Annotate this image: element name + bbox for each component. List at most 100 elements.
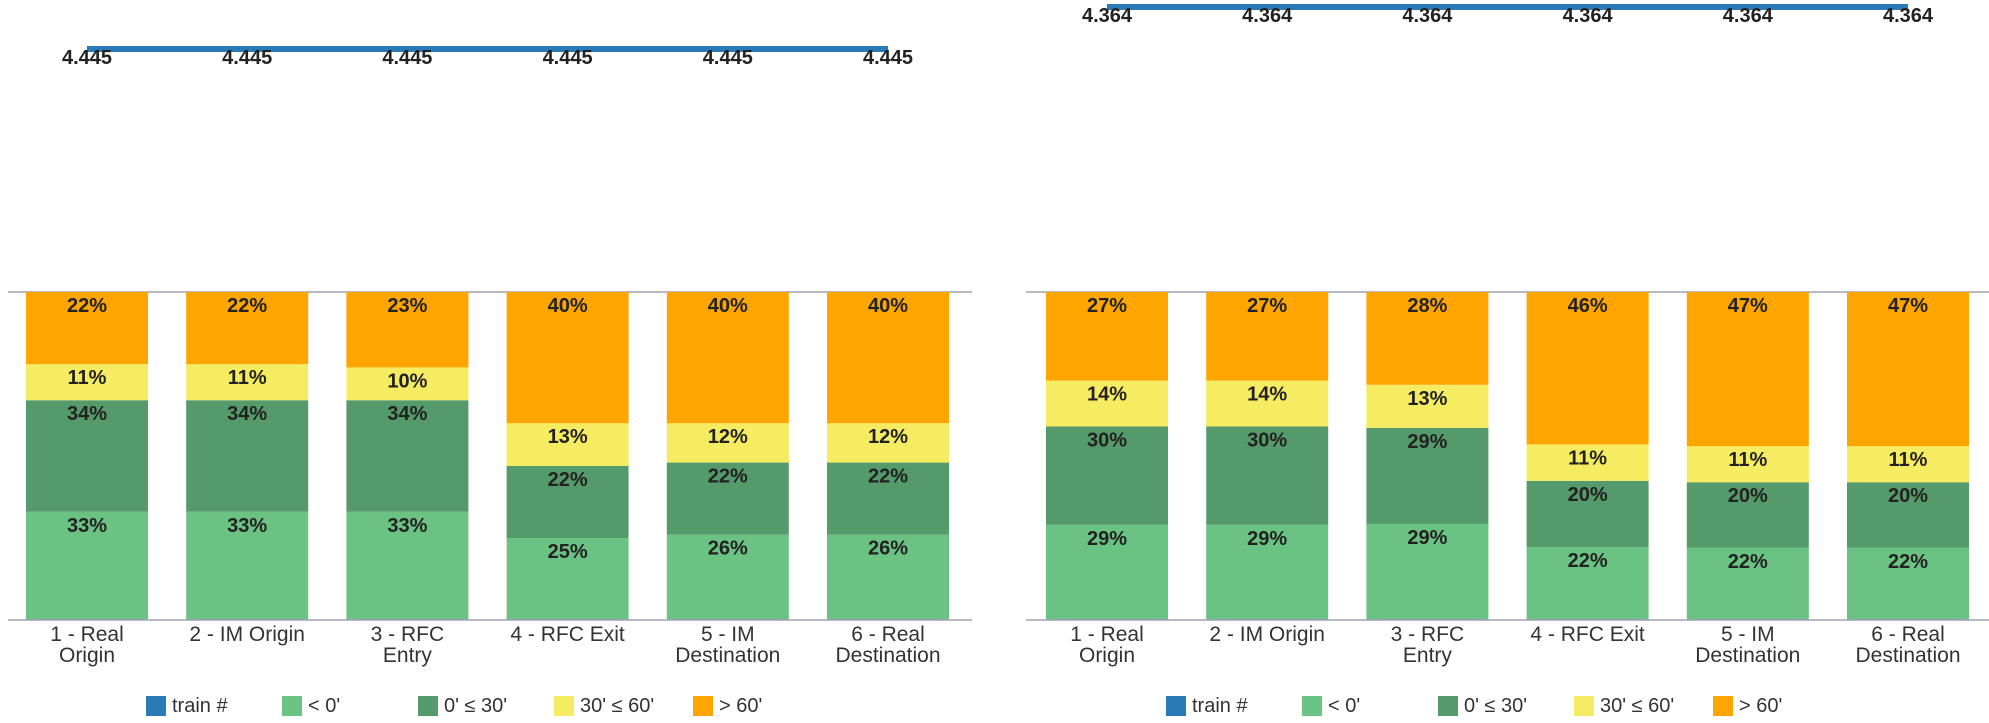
legend-swatch [1713, 696, 1733, 716]
data-label: 27% [1087, 295, 1127, 317]
data-label: 12% [868, 426, 908, 448]
data-label: 29% [1247, 528, 1287, 550]
data-label: 29% [1407, 527, 1447, 549]
legend-swatch [282, 696, 302, 716]
bar-segment [1847, 547, 1969, 620]
legend-swatch [146, 696, 166, 716]
data-label: 47% [1728, 295, 1768, 317]
bar-segment [666, 534, 789, 620]
category-label: 2 - IM Origin [189, 623, 305, 646]
data-label: 28% [1407, 295, 1447, 317]
bar-segment [346, 511, 469, 620]
data-label: 33% [227, 515, 267, 537]
legend-item: < 0' [1302, 694, 1360, 718]
category-label: 1 - Real [1070, 623, 1144, 646]
category-label: 4 - RFC Exit [510, 623, 625, 646]
train-value-label: 4.364 [1082, 5, 1133, 27]
bar-segment [1686, 292, 1809, 447]
train-value-label: 4.445 [62, 47, 112, 69]
bar-segment [666, 462, 789, 535]
legend-item: 0' ≤ 30' [418, 694, 507, 718]
bar-segment [506, 465, 629, 538]
legend-item: > 60' [693, 694, 762, 718]
category-label: 2 - IM Origin [1209, 623, 1325, 646]
data-label: 25% [548, 541, 588, 563]
bar-segment [827, 292, 949, 424]
data-label: 30% [1087, 429, 1127, 451]
data-label: 47% [1888, 295, 1928, 317]
train-value-label: 4.364 [1242, 5, 1293, 27]
bar-segment [26, 292, 148, 365]
data-label: 11% [228, 367, 267, 389]
category-label: Origin [1079, 644, 1135, 667]
bar-segment [666, 292, 789, 424]
legend-item: train # [146, 694, 228, 718]
legend-label: > 60' [719, 694, 763, 717]
bar-segment [506, 538, 629, 620]
legend-label: 30' ≤ 60' [580, 694, 655, 717]
bar-segment [186, 292, 309, 365]
data-label: 29% [1087, 528, 1127, 550]
data-label: 40% [548, 295, 588, 317]
data-label: 20% [1888, 485, 1928, 507]
data-label: 14% [1087, 384, 1127, 406]
data-label: 40% [868, 295, 908, 317]
data-label: 11% [1568, 447, 1607, 469]
data-label: 34% [227, 403, 267, 425]
legend-item: 30' ≤ 60' [554, 694, 654, 718]
category-label: Entry [383, 644, 433, 667]
legend-swatch [1438, 696, 1458, 716]
bar-segment [827, 423, 949, 463]
data-label: 22% [67, 295, 107, 317]
legend-item: train # [1166, 694, 1248, 718]
data-label: 29% [1407, 431, 1447, 453]
data-label: 30% [1247, 429, 1287, 451]
bar-segment [1526, 547, 1649, 620]
bar-segment [1526, 444, 1649, 481]
category-label: 5 - IM [701, 623, 755, 646]
bar-segment [506, 292, 629, 424]
bar-segment [1686, 547, 1809, 620]
train-value-label: 4.445 [703, 47, 753, 69]
data-label: 22% [708, 466, 748, 488]
bar-segment [26, 364, 148, 401]
data-label: 23% [387, 295, 427, 317]
legend-swatch [1166, 696, 1186, 716]
bar-segment [1046, 380, 1168, 427]
bar-segment [186, 511, 309, 620]
legend-swatch [554, 696, 574, 716]
legend-label: < 0' [1328, 694, 1361, 717]
bar-segment [1206, 292, 1329, 381]
category-label: Origin [59, 644, 115, 667]
data-label: 26% [708, 538, 748, 560]
bar-segment [1366, 427, 1489, 524]
legend-swatch [1302, 696, 1322, 716]
bar-segment [1686, 446, 1809, 483]
bar-segment [1526, 480, 1649, 548]
bar-segment [1206, 380, 1329, 427]
data-label: 46% [1568, 295, 1608, 317]
bar-segment [1526, 292, 1649, 445]
category-label: Entry [1403, 644, 1453, 667]
data-label: 22% [1888, 551, 1928, 573]
bar-segment [346, 292, 469, 368]
data-label: 10% [387, 370, 427, 392]
bar-segment [186, 364, 309, 401]
data-label: 34% [387, 403, 427, 425]
bar-segment [1206, 426, 1329, 525]
bar-segment [506, 423, 629, 466]
train-value-label: 4.364 [1402, 5, 1453, 27]
data-label: 22% [1568, 550, 1608, 572]
bar-segment [346, 400, 469, 512]
train-value-label: 4.364 [1563, 5, 1614, 27]
bar-segment [1686, 482, 1809, 548]
legend-label: train # [1192, 694, 1248, 717]
legend-item: 0' ≤ 30' [1438, 694, 1527, 718]
legend-swatch [1574, 696, 1594, 716]
data-label: 14% [1247, 384, 1287, 406]
data-label: 40% [708, 295, 748, 317]
data-label: 11% [1889, 449, 1928, 471]
